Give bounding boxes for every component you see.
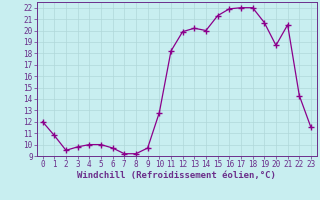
X-axis label: Windchill (Refroidissement éolien,°C): Windchill (Refroidissement éolien,°C) [77, 171, 276, 180]
